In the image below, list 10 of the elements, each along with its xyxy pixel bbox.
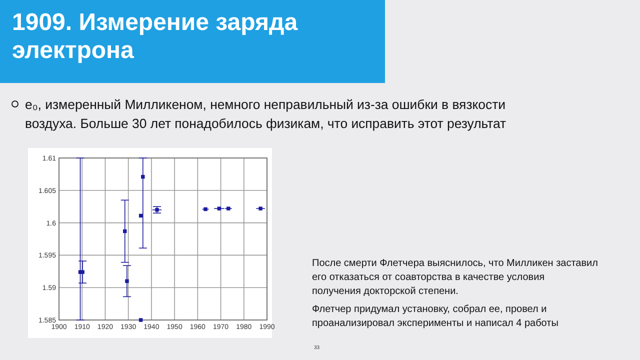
point bbox=[217, 206, 222, 210]
point bbox=[138, 318, 143, 322]
point bbox=[80, 270, 84, 274]
point bbox=[125, 279, 129, 283]
text: После смерти Флетчера выяснилось, что Милликен заставил его отказаться от соавторства в качестве условия получения докторской степени. bbox=[312, 258, 598, 297]
point bbox=[258, 206, 262, 210]
point bbox=[141, 174, 145, 179]
text: Флетчер придумал установку, собрал ее, провел и проанализировал эксперименты и написал 4 работы bbox=[312, 304, 558, 329]
text: e₀, измеренный Милликеном, немного неправильный из-за ошибки в вязкости воздуха. Больше 30 лет понадобилось физикам, что исправить этот результат bbox=[25, 97, 506, 131]
chart-title: 1909. Измерение заряда электрона bbox=[12, 9, 298, 64]
